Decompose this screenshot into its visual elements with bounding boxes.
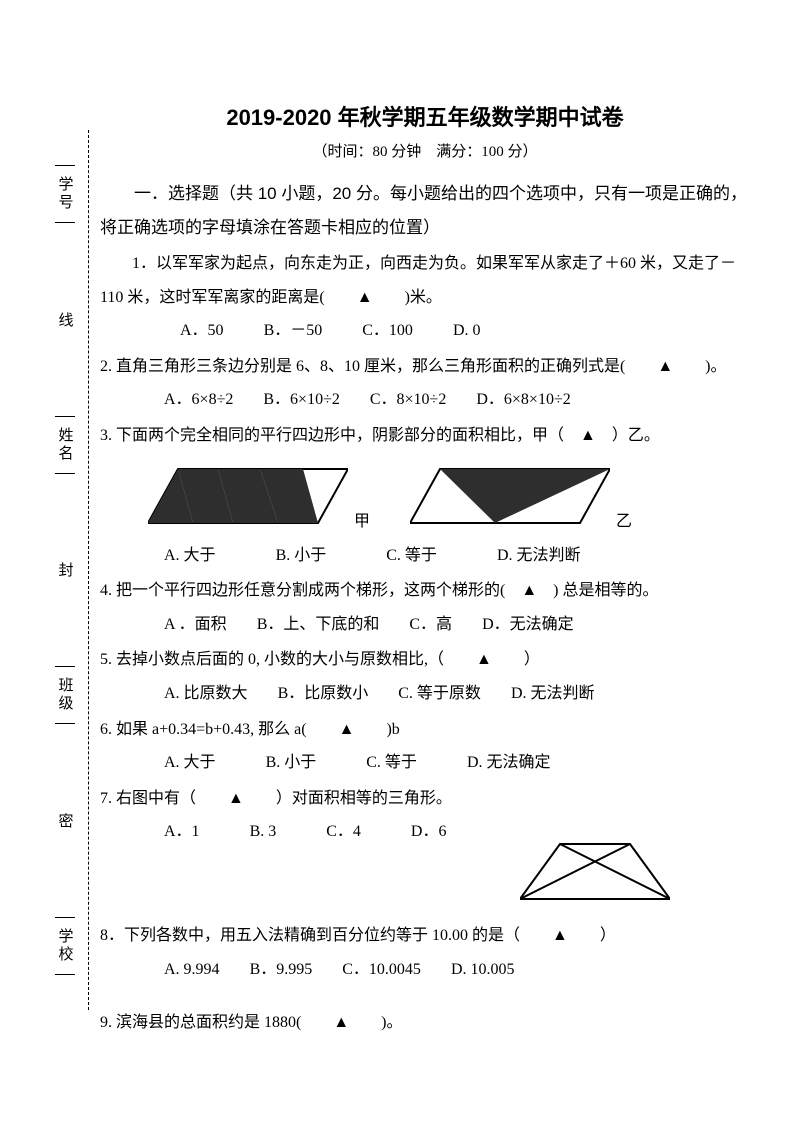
parallelogram-yi-icon xyxy=(410,461,610,531)
q8-text: 8．下列各数中，用五入法精确到百分位约等于 10.00 的是（ ▲ ） xyxy=(100,919,750,953)
q7-opt-c: C．4 xyxy=(326,815,361,849)
trapezoid-diagonals-icon xyxy=(520,839,670,909)
section1-header: 一．选择题（共 10 小题，20 分。每小题给出的四个选项中，只有一项是正确的，… xyxy=(100,177,750,245)
q5-opt-d: D. 无法判断 xyxy=(511,677,595,711)
q9-text: 9. 滨海县的总面积约是 1880( ▲ )。 xyxy=(100,1006,750,1040)
q1-opt-c: C．100 xyxy=(362,314,413,348)
exam-title: 2019-2020 年秋学期五年级数学期中试卷 xyxy=(100,100,750,132)
q3-label-yi: 乙 xyxy=(616,507,632,531)
q3-label-jia: 甲 xyxy=(354,507,370,531)
seal-mi: 密 xyxy=(55,813,76,828)
q1-opt-d: D. 0 xyxy=(453,314,481,348)
q7-opt-a: A．1 xyxy=(164,815,200,849)
q6-opt-a: A. 大于 xyxy=(164,746,216,780)
q1-opt-b: B．－50 xyxy=(264,314,323,348)
q3-opt-d: D. 无法判断 xyxy=(497,539,581,573)
q5-text: 5. 去掉小数点后面的 0, 小数的大小与原数相比,（ ▲ ） xyxy=(100,643,750,677)
q3-opt-c: C. 等于 xyxy=(386,539,437,573)
q2-opt-a: A．6×8÷2 xyxy=(164,383,233,417)
q2-opt-d: D．6×8×10÷2 xyxy=(476,383,570,417)
q6-options: A. 大于 B. 小于 C. 等于 D. 无法确定 xyxy=(100,746,750,780)
q7-opt-d: D．6 xyxy=(411,815,447,849)
q4-opt-d: D．无法确定 xyxy=(482,608,574,642)
q3-diagrams: 甲 乙 xyxy=(100,461,750,531)
q8-opt-d: D. 10.005 xyxy=(451,953,515,987)
q3-opt-b: B. 小于 xyxy=(276,539,327,573)
q8-options: A. 9.994 B．9.995 C．10.0045 D. 10.005 xyxy=(100,953,750,987)
q4-opt-a: A ．面积 xyxy=(164,608,227,642)
q2-text: 2. 直角三角形三条边分别是 6、8、10 厘米，那么三角形面积的正确列式是( … xyxy=(100,350,750,384)
binding-sidebar: 学号 线 姓名 封 班级 密 学校 xyxy=(35,120,95,1020)
q4-opt-b: B．上、下底的和 xyxy=(257,608,380,642)
q5-opt-b: B．比原数小 xyxy=(278,677,369,711)
q4-options: A ．面积 B．上、下底的和 C．高 D．无法确定 xyxy=(100,608,750,642)
q2-options: A．6×8÷2 B．6×10÷2 C．8×10÷2 D．6×8×10÷2 xyxy=(100,383,750,417)
exam-subtitle: （时间：80 分钟 满分：100 分） xyxy=(100,140,750,161)
sidebar-xuexiao: 学校 xyxy=(55,928,76,964)
seal-xian: 线 xyxy=(55,312,76,327)
q6-opt-c: C. 等于 xyxy=(366,746,417,780)
q4-text: 4. 把一个平行四边形任意分割成两个梯形，这两个梯形的( ▲ ) 总是相等的。 xyxy=(100,574,750,608)
q7-opt-b: B. 3 xyxy=(250,815,277,849)
q2-opt-b: B．6×10÷2 xyxy=(263,383,339,417)
q6-text: 6. 如果 a+0.34=b+0.43, 那么 a( ▲ )b xyxy=(100,713,750,747)
q6-opt-b: B. 小于 xyxy=(266,746,317,780)
q2-opt-c: C．8×10÷2 xyxy=(370,383,446,417)
q1-text: 1．以军军家为起点，向东走为正，向西走为负。如果军军从家走了＋60 米，又走了－… xyxy=(100,247,750,314)
q5-opt-c: C. 等于原数 xyxy=(398,677,481,711)
q1-opt-a: A．50 xyxy=(180,314,224,348)
seal-feng: 封 xyxy=(55,562,76,577)
sidebar-xingming: 姓名 xyxy=(55,427,76,463)
q3-opt-a: A. 大于 xyxy=(164,539,216,573)
q3-options: A. 大于 B. 小于 C. 等于 D. 无法判断 xyxy=(100,539,750,573)
q5-options: A. 比原数大 B．比原数小 C. 等于原数 D. 无法判断 xyxy=(100,677,750,711)
q7-text: 7. 右图中有（ ▲ ）对面积相等的三角形。 xyxy=(100,782,750,816)
q8-opt-c: C．10.0045 xyxy=(342,953,421,987)
sidebar-banji: 班级 xyxy=(55,677,76,713)
q4-opt-c: C．高 xyxy=(409,608,452,642)
q1-options: A．50 B．－50 C．100 D. 0 xyxy=(100,314,750,348)
q3-text: 3. 下面两个完全相同的平行四边形中，阴影部分的面积相比，甲（ ▲ ）乙。 xyxy=(100,419,750,453)
q6-opt-d: D. 无法确定 xyxy=(467,746,551,780)
q8-opt-b: B．9.995 xyxy=(250,953,313,987)
sidebar-xuehao: 学号 xyxy=(55,176,76,212)
parallelogram-jia-icon xyxy=(148,461,348,531)
q8-opt-a: A. 9.994 xyxy=(164,953,220,987)
q5-opt-a: A. 比原数大 xyxy=(164,677,248,711)
